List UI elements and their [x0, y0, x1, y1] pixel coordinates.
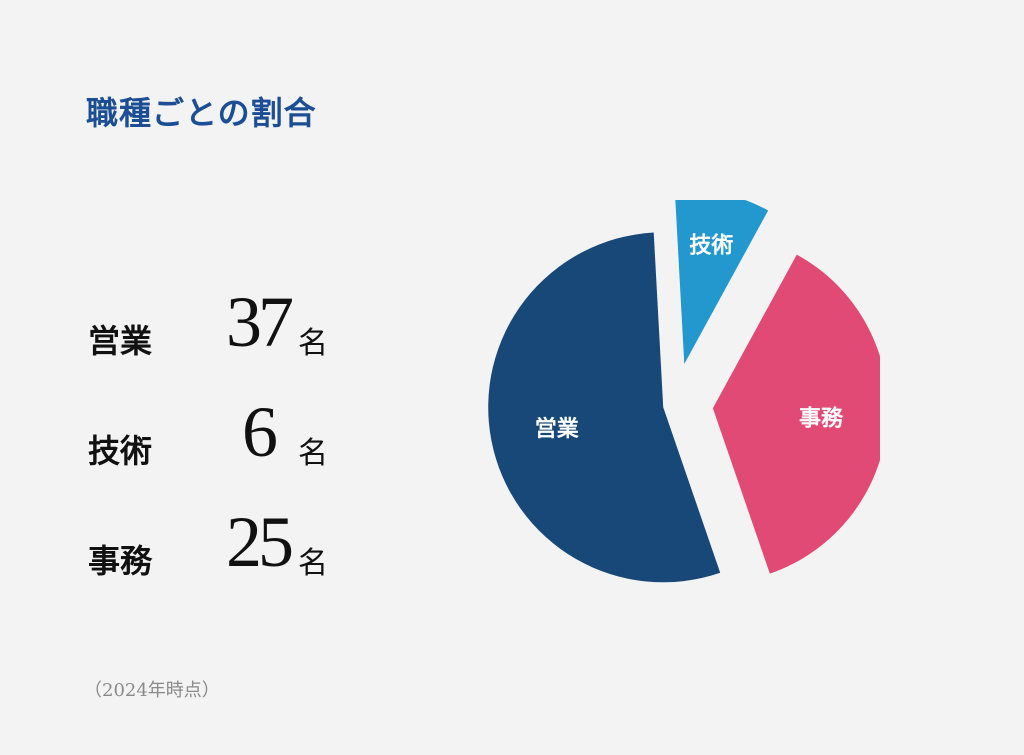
pie-slice-clerical: [712, 254, 880, 574]
stat-value: 37: [226, 282, 294, 362]
stats-list: 営業 37 名 技術 6 名 事務 25 名: [88, 282, 388, 612]
stat-unit: 名: [298, 436, 328, 471]
stat-label: 技術: [88, 432, 153, 470]
stat-value: 6: [242, 392, 278, 472]
pie-label-technical: 技術: [689, 233, 733, 259]
stat-row-clerical: 事務 25 名: [88, 502, 388, 612]
pie-label-sales: 営業: [535, 416, 580, 442]
pie-slice-technical: [675, 200, 769, 365]
page-title: 職種ごとの割合: [86, 94, 317, 132]
stat-row-sales: 営業 37 名: [88, 282, 388, 392]
stat-row-technical: 技術 6 名: [88, 392, 388, 502]
pie-label-clerical: 事務: [799, 405, 844, 431]
footnote: （2024年時点）: [84, 680, 220, 701]
stat-unit: 名: [298, 546, 328, 581]
stat-label: 事務: [88, 542, 153, 580]
stat-label: 営業: [88, 322, 153, 360]
pie-slice-sales: [488, 232, 721, 583]
stat-value: 25: [226, 502, 294, 582]
stat-unit: 名: [298, 326, 328, 361]
